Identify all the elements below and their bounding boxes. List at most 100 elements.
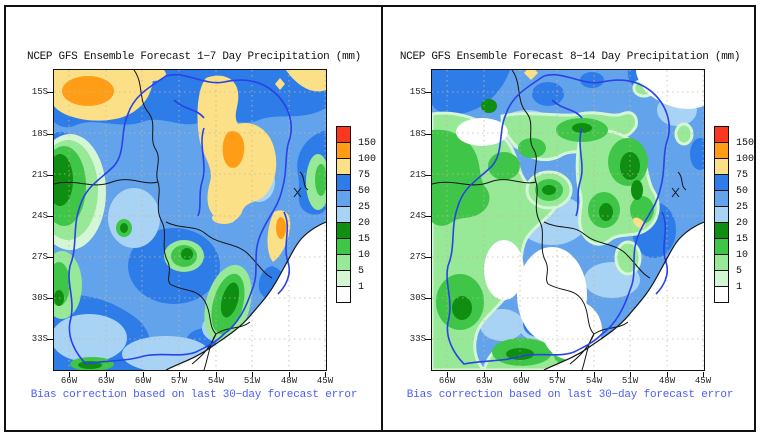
colorbar-swatch [336,126,351,143]
axis-tick [630,372,631,377]
y-axis-label: 15S [31,87,48,97]
x-axis-label: 54W [207,376,225,386]
colorbar-label: 75 [736,170,749,181]
axis-tick [289,372,290,377]
axis-tick [594,372,595,377]
axis-tick [143,372,144,377]
colorbar-label: 20 [358,218,371,229]
axis-tick [425,92,431,93]
axis-tick [252,372,253,377]
colorbar-swatch [336,270,351,287]
x-axis-label: 60W [134,376,152,386]
caption-bias-note: Bias correction based on last 30−day for… [30,389,358,401]
axis-tick [425,134,431,135]
colorbar-label: 1 [358,282,365,293]
map-day8-14 [431,69,705,371]
axis-tick [106,372,107,377]
panel-divider [381,5,383,432]
panel-day1-7: NCEP GFS Ensemble Forecast 1−7 Day Preci… [6,7,382,431]
x-axis-label: 57W [548,376,566,386]
axis-tick [703,372,704,377]
green-rain-areas [54,134,326,370]
x-axis-label: 48W [280,376,298,386]
axis-tick [557,372,558,377]
colorbar-label: 5 [358,266,365,277]
colorbar-swatch [714,222,729,239]
panel-day8-14: NCEP GFS Ensemble Forecast 8−14 Day Prec… [384,7,756,431]
axis-tick [425,339,431,340]
y-axis-label: 21S [409,170,426,180]
y-axis-label: 24S [409,211,426,221]
colorbar-label: 100 [358,154,377,165]
axis-tick [47,339,53,340]
y-axis-label: 30S [409,293,426,303]
caption-bias-note: Bias correction based on last 30−day for… [406,389,734,401]
axis-tick [216,372,217,377]
axis-tick [179,372,180,377]
colorbar-swatch [336,158,351,175]
y-axis-label: 27S [409,252,426,262]
colorbar-swatch [336,142,351,159]
axis-tick [47,216,53,217]
y-axis-label: 33S [409,334,426,344]
axis-tick [325,372,326,377]
colorbar-swatch [336,190,351,207]
axis-tick [47,92,53,93]
y-axis-label: 30S [31,293,48,303]
map-day1-7 [53,69,327,371]
colorbar-label: 50 [358,186,371,197]
colorbar-label: 150 [358,138,377,149]
y-axis-label: 33S [31,334,48,344]
x-axis-label: 66W [438,376,456,386]
colorbar-swatch [714,142,729,159]
axis-tick [425,257,431,258]
colorbar-label: 10 [358,250,371,261]
axis-tick [425,175,431,176]
colorbar-label: 50 [736,186,749,197]
colorbar-swatch [714,174,729,191]
title-line-1: NCEP GFS Ensemble Forecast 1−7 Day Preci… [27,51,361,63]
colorbar-label: 1 [736,282,743,293]
colorbar-swatch [714,206,729,223]
x-axis-label: 45W [694,376,712,386]
y-axis-label: 18S [409,129,426,139]
colorbar-label: 75 [358,170,371,181]
colorbar-swatch [714,190,729,207]
colorbar-label: 15 [736,234,749,245]
x-axis-label: 45W [316,376,334,386]
colorbar [714,126,729,303]
y-axis-label: 21S [31,170,48,180]
axis-tick [47,134,53,135]
colorbar-swatch [714,270,729,287]
colorbar-swatch [336,286,351,303]
colorbar [336,126,351,303]
axis-tick [69,372,70,377]
y-axis-label: 15S [409,87,426,97]
y-axis-label: 24S [31,211,48,221]
x-axis-label: 63W [475,376,493,386]
x-axis-label: 66W [60,376,78,386]
colorbar-swatch [336,206,351,223]
axis-tick [447,372,448,377]
colorbar-swatch [714,286,729,303]
x-axis-label: 63W [97,376,115,386]
axis-tick [521,372,522,377]
colorbar-label: 25 [736,202,749,213]
axis-tick [425,216,431,217]
x-axis-label: 48W [658,376,676,386]
x-axis-label: 54W [585,376,603,386]
colorbar-swatch [714,126,729,143]
colorbar-swatch [714,238,729,255]
x-axis-label: 57W [170,376,188,386]
title-line-1: NCEP GFS Ensemble Forecast 8−14 Day Prec… [399,51,741,63]
colorbar-label: 10 [736,250,749,261]
colorbar-label: 20 [736,218,749,229]
very-heavy-rain-75-150 [54,70,326,262]
colorbar-swatch [336,222,351,239]
x-axis-label: 51W [243,376,261,386]
colorbar-swatch [336,238,351,255]
y-axis-label: 27S [31,252,48,262]
axis-tick [425,298,431,299]
axis-tick [484,372,485,377]
